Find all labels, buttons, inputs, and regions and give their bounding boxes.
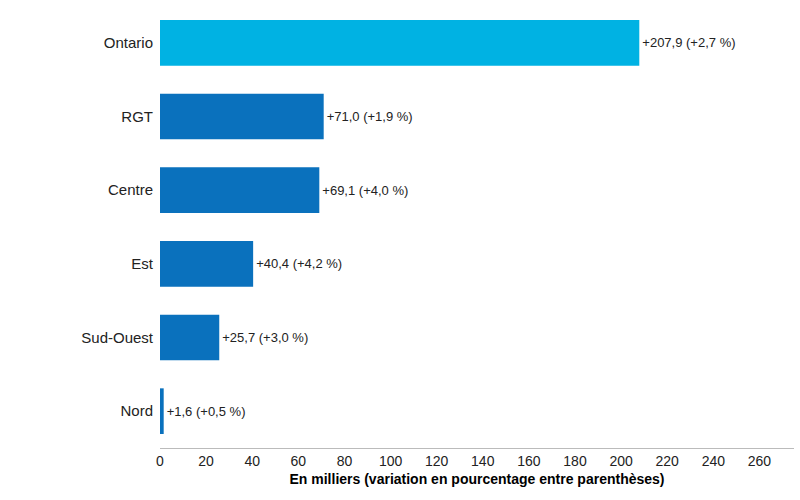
svg-text:En milliers (variation en pour: En milliers (variation en pourcentage en…	[290, 471, 665, 487]
svg-text:+1,6 (+0,5 %): +1,6 (+0,5 %)	[167, 404, 246, 419]
svg-text:40: 40	[244, 453, 260, 469]
svg-text:180: 180	[563, 453, 587, 469]
svg-text:Centre: Centre	[108, 181, 153, 198]
svg-text:+207,9 (+2,7 %): +207,9 (+2,7 %)	[642, 35, 735, 50]
svg-text:260: 260	[748, 453, 772, 469]
svg-text:60: 60	[291, 453, 307, 469]
svg-text:80: 80	[337, 453, 353, 469]
svg-text:200: 200	[609, 453, 633, 469]
svg-text:160: 160	[517, 453, 541, 469]
svg-text:Nord: Nord	[120, 402, 153, 419]
svg-text:240: 240	[702, 453, 726, 469]
svg-text:+71,0 (+1,9 %): +71,0 (+1,9 %)	[327, 109, 413, 124]
svg-text:+40,4 (+4,2 %): +40,4 (+4,2 %)	[256, 256, 342, 271]
svg-text:Sud-Ouest: Sud-Ouest	[81, 329, 154, 346]
svg-text:RGT: RGT	[121, 108, 153, 125]
svg-text:0: 0	[156, 453, 164, 469]
svg-text:140: 140	[471, 453, 495, 469]
svg-text:Ontario: Ontario	[104, 34, 153, 51]
svg-text:Est: Est	[131, 255, 154, 272]
svg-text:20: 20	[198, 453, 214, 469]
svg-text:120: 120	[425, 453, 449, 469]
svg-text:100: 100	[379, 453, 403, 469]
svg-text:+69,1 (+4,0 %): +69,1 (+4,0 %)	[322, 183, 408, 198]
svg-text:+25,7 (+3,0 %): +25,7 (+3,0 %)	[222, 330, 308, 345]
svg-text:220: 220	[656, 453, 680, 469]
